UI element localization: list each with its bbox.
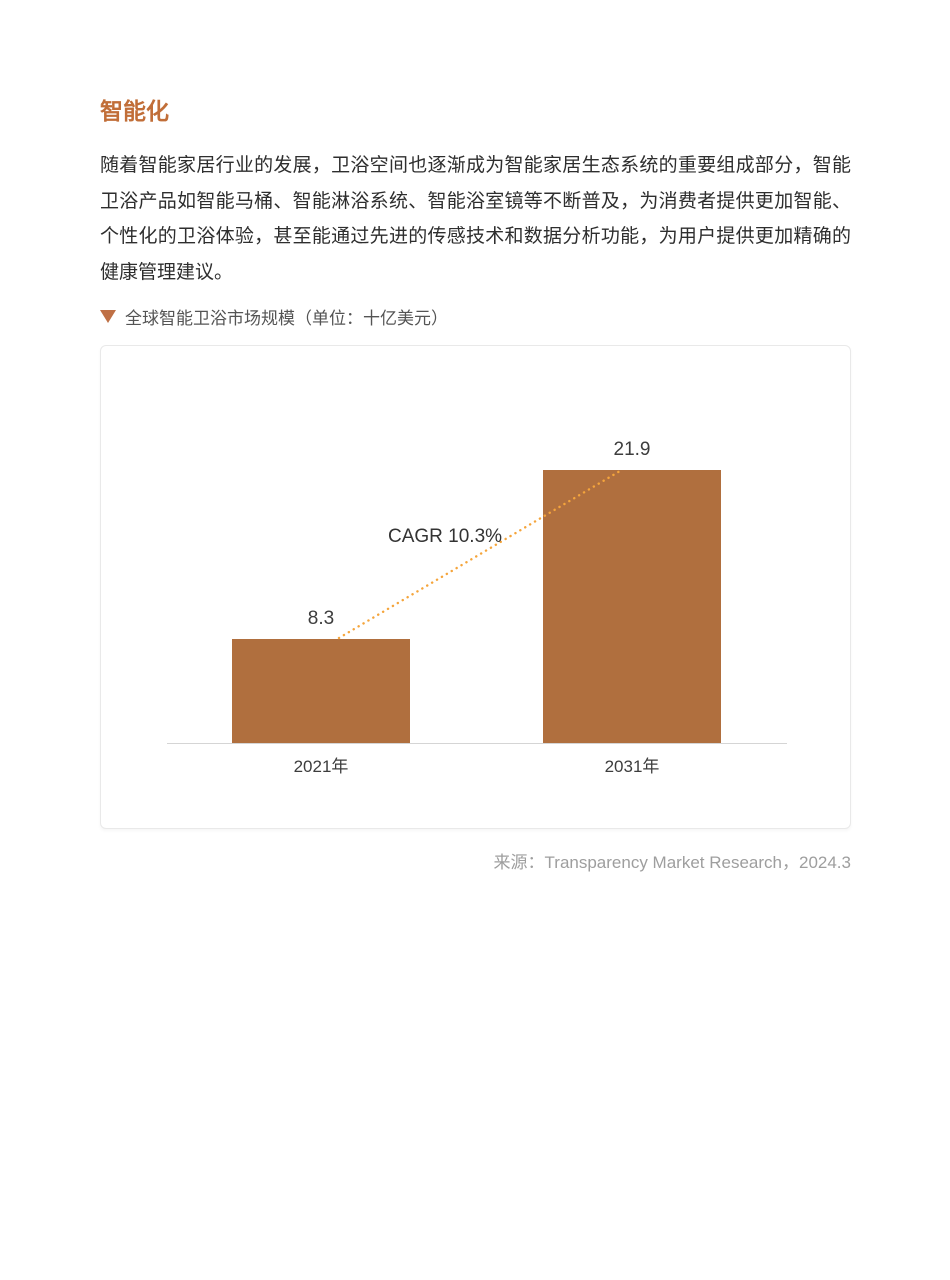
bar-chart-plot-area: 8.3 21.9 CAGR 10.3% 2021年 2031年 [167,406,787,776]
bar-group-2031: 21.9 [543,406,721,743]
figure-caption: 全球智能卫浴市场规模（单位：十亿美元） [100,304,851,329]
chart-card: 8.3 21.9 CAGR 10.3% 2021年 2031年 [100,345,851,829]
body-paragraph: 随着智能家居行业的发展，卫浴空间也逐渐成为智能家居生态系统的重要组成部分，智能卫… [100,155,851,283]
bar-rect-2021 [232,639,410,743]
content-column: 智能化 随着智能家居行业的发展，卫浴空间也逐渐成为智能家居生态系统的重要组成部分… [100,0,851,873]
bar-group-2021: 8.3 [232,406,410,743]
source-note: 来源：Transparency Market Research，2024.3 [493,853,851,872]
bar-rect-2031 [543,470,721,743]
bar-value-label-2031: 21.9 [613,439,651,460]
bar-value-label-2021: 8.3 [307,608,335,629]
x-axis-label-2031: 2031年 [604,757,660,776]
section-heading: 智能化 [100,98,169,124]
cagr-annotation: CAGR 10.3% [388,526,503,547]
triangle-down-icon [100,310,116,323]
x-axis-label-2021: 2021年 [293,757,349,776]
figure-caption-label: 全球智能卫浴市场规模（单位：十亿美元） [125,309,448,328]
